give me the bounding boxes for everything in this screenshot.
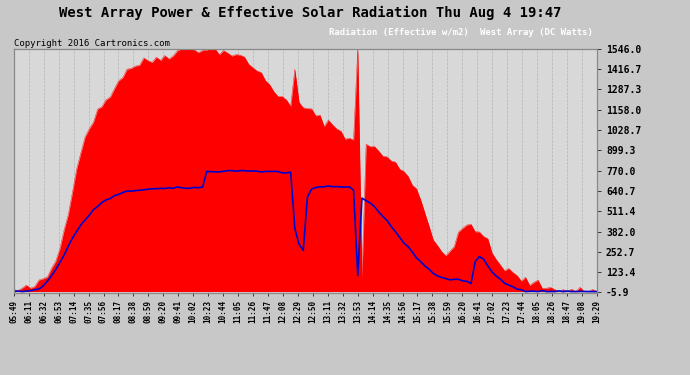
Text: West Array Power & Effective Solar Radiation Thu Aug 4 19:47: West Array Power & Effective Solar Radia… — [59, 6, 562, 20]
Text: Radiation (Effective w/m2): Radiation (Effective w/m2) — [329, 28, 469, 38]
Text: West Array (DC Watts): West Array (DC Watts) — [480, 28, 593, 38]
Text: Copyright 2016 Cartronics.com: Copyright 2016 Cartronics.com — [14, 39, 170, 48]
